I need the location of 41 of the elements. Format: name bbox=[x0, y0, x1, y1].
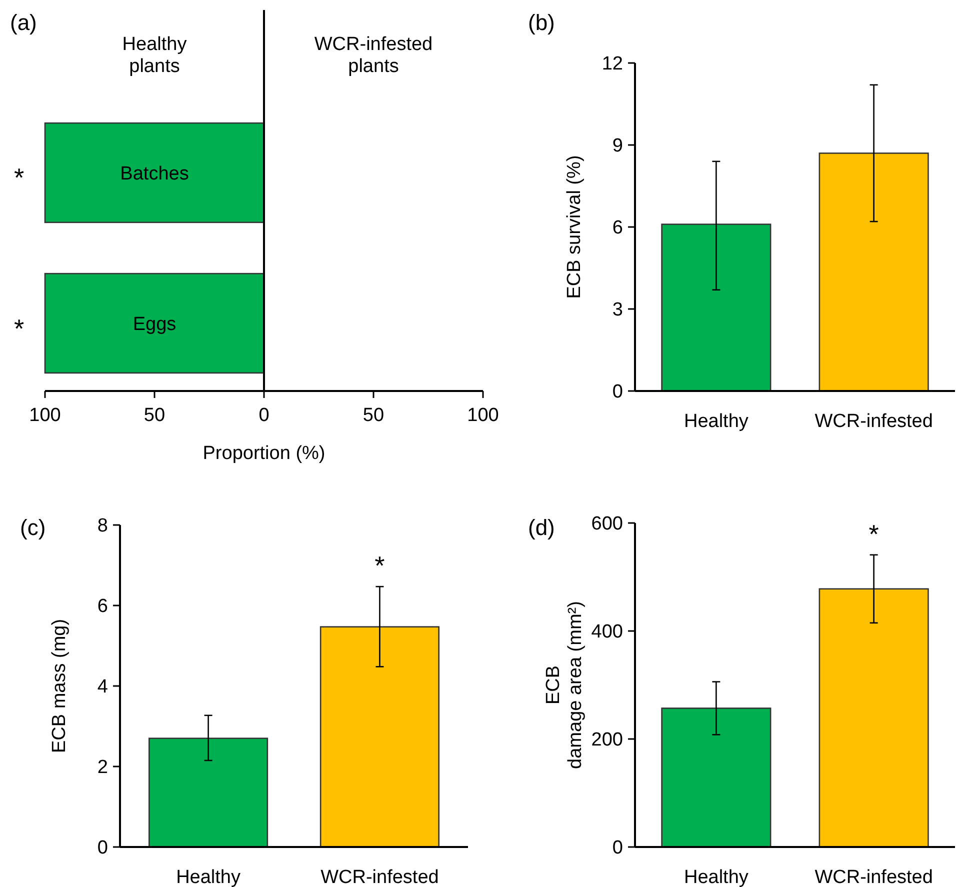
x-tick-label: Healthy bbox=[176, 867, 241, 887]
y-tick-label: 9 bbox=[612, 136, 623, 157]
y-axis-title: ECB damage area (mm²) bbox=[543, 601, 586, 769]
y-tick-label: 0 bbox=[97, 838, 108, 859]
x-tick-label: Healthy bbox=[684, 411, 749, 432]
y-tick-label: 600 bbox=[591, 514, 623, 535]
y-tick-label: 2 bbox=[97, 757, 108, 778]
x-tick-label: 0 bbox=[258, 405, 270, 426]
x-tick-label: 50 bbox=[144, 405, 166, 426]
chart-title: (a) bbox=[10, 10, 37, 35]
y-tick-label: 6 bbox=[612, 218, 623, 239]
x-tick-label: 100 bbox=[467, 405, 499, 426]
y-tick-label: 12 bbox=[602, 54, 623, 75]
y-axis-title: ECB survival (%) bbox=[564, 155, 585, 299]
annotation: * bbox=[374, 550, 385, 581]
y-tick-label: 6 bbox=[97, 596, 108, 618]
annotation: * bbox=[14, 313, 24, 344]
y-tick-label: 400 bbox=[591, 622, 623, 643]
y-tick-label: 0 bbox=[612, 838, 623, 859]
y-tick-label: Eggs bbox=[132, 314, 176, 335]
y-tick-label: Batches bbox=[120, 163, 189, 184]
annotation: * bbox=[868, 518, 879, 549]
chart-title: (b) bbox=[528, 10, 555, 35]
y-tick-label: 8 bbox=[97, 516, 108, 537]
annotation: * bbox=[14, 162, 24, 193]
annotation: WCR-infested plants bbox=[314, 34, 433, 77]
y-tick-label: 200 bbox=[591, 730, 623, 751]
x-tick-label: 100 bbox=[29, 405, 61, 426]
x-tick-label: 50 bbox=[362, 405, 384, 426]
y-tick-label: 3 bbox=[612, 300, 623, 321]
y-axis-title: ECB mass (mg) bbox=[49, 618, 70, 754]
chart-title: (d) bbox=[528, 515, 555, 540]
x-tick-label: WCR-infested bbox=[320, 867, 439, 887]
y-tick-label: 4 bbox=[97, 676, 108, 698]
chart-title: (c) bbox=[20, 515, 46, 540]
x-axis-title: Proportion (%) bbox=[202, 443, 326, 464]
x-tick-label: WCR-infested bbox=[814, 867, 933, 887]
annotation: Healthy plants bbox=[122, 34, 188, 77]
x-tick-label: Healthy bbox=[684, 867, 749, 887]
y-tick-label: 0 bbox=[612, 382, 623, 403]
x-tick-label: WCR-infested bbox=[814, 411, 933, 432]
